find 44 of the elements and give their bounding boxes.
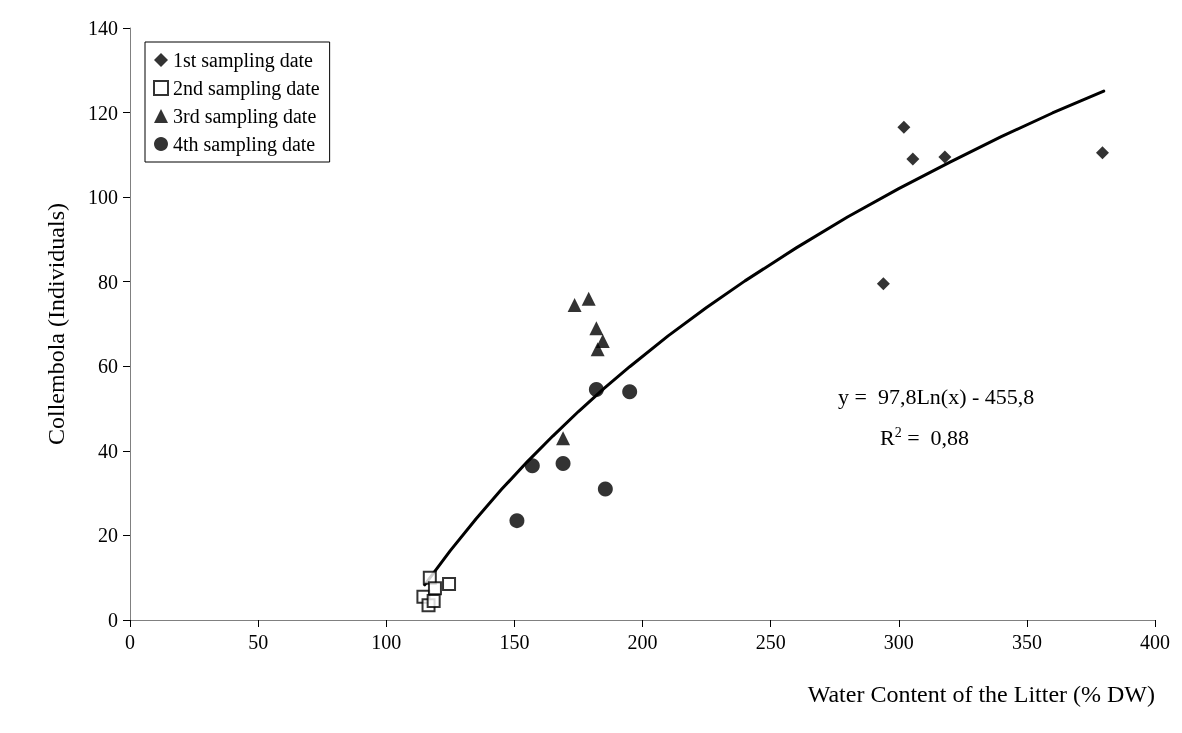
y-tick-label: 120 [88,101,118,124]
x-tick-label: 100 [371,631,402,653]
point [597,481,613,497]
x-tick-label: 0 [125,631,135,653]
point [588,382,604,398]
x-axis-title: Water Content of the Litter (% DW) [807,681,1155,707]
x-tick-label: 350 [1011,631,1042,653]
x-tick-label: 400 [1140,631,1170,653]
y-tick-label: 80 [98,270,118,293]
point [876,277,890,291]
y-tick-label: 20 [98,524,118,547]
point [897,120,911,134]
x-tick-label: 300 [883,631,914,653]
annotation: y = 97,8Ln(x) - 455,8 [838,383,1035,409]
x-tick-label: 200 [627,631,658,653]
x-tick-label: 150 [499,631,530,653]
y-tick-label: 0 [108,609,118,631]
point [938,150,952,164]
x-tick-label: 250 [755,631,786,653]
x-tick-label: 50 [248,631,269,653]
y-tick-label: 60 [98,355,118,378]
point [556,431,571,446]
point [426,593,441,608]
line-series [423,89,1106,587]
point [622,384,638,400]
point [1095,146,1109,160]
point [590,342,605,357]
y-tick-label: 140 [88,17,118,39]
point [555,456,571,472]
legend-label: 2nd sampling date [173,77,320,100]
point [567,297,582,312]
point [589,321,604,336]
point [524,458,540,474]
y-tick-label: 100 [88,186,118,209]
legend-label: 1st sampling date [173,49,314,72]
point [906,152,920,166]
y-axis-title: Collembola (Individuals) [43,203,69,445]
point [427,581,442,596]
point [581,291,596,306]
point [509,513,525,529]
point [442,577,457,592]
legend-label: 4th sampling date [173,133,316,156]
y-tick-label: 40 [98,439,118,462]
legend-label: 3rd sampling date [173,105,317,128]
